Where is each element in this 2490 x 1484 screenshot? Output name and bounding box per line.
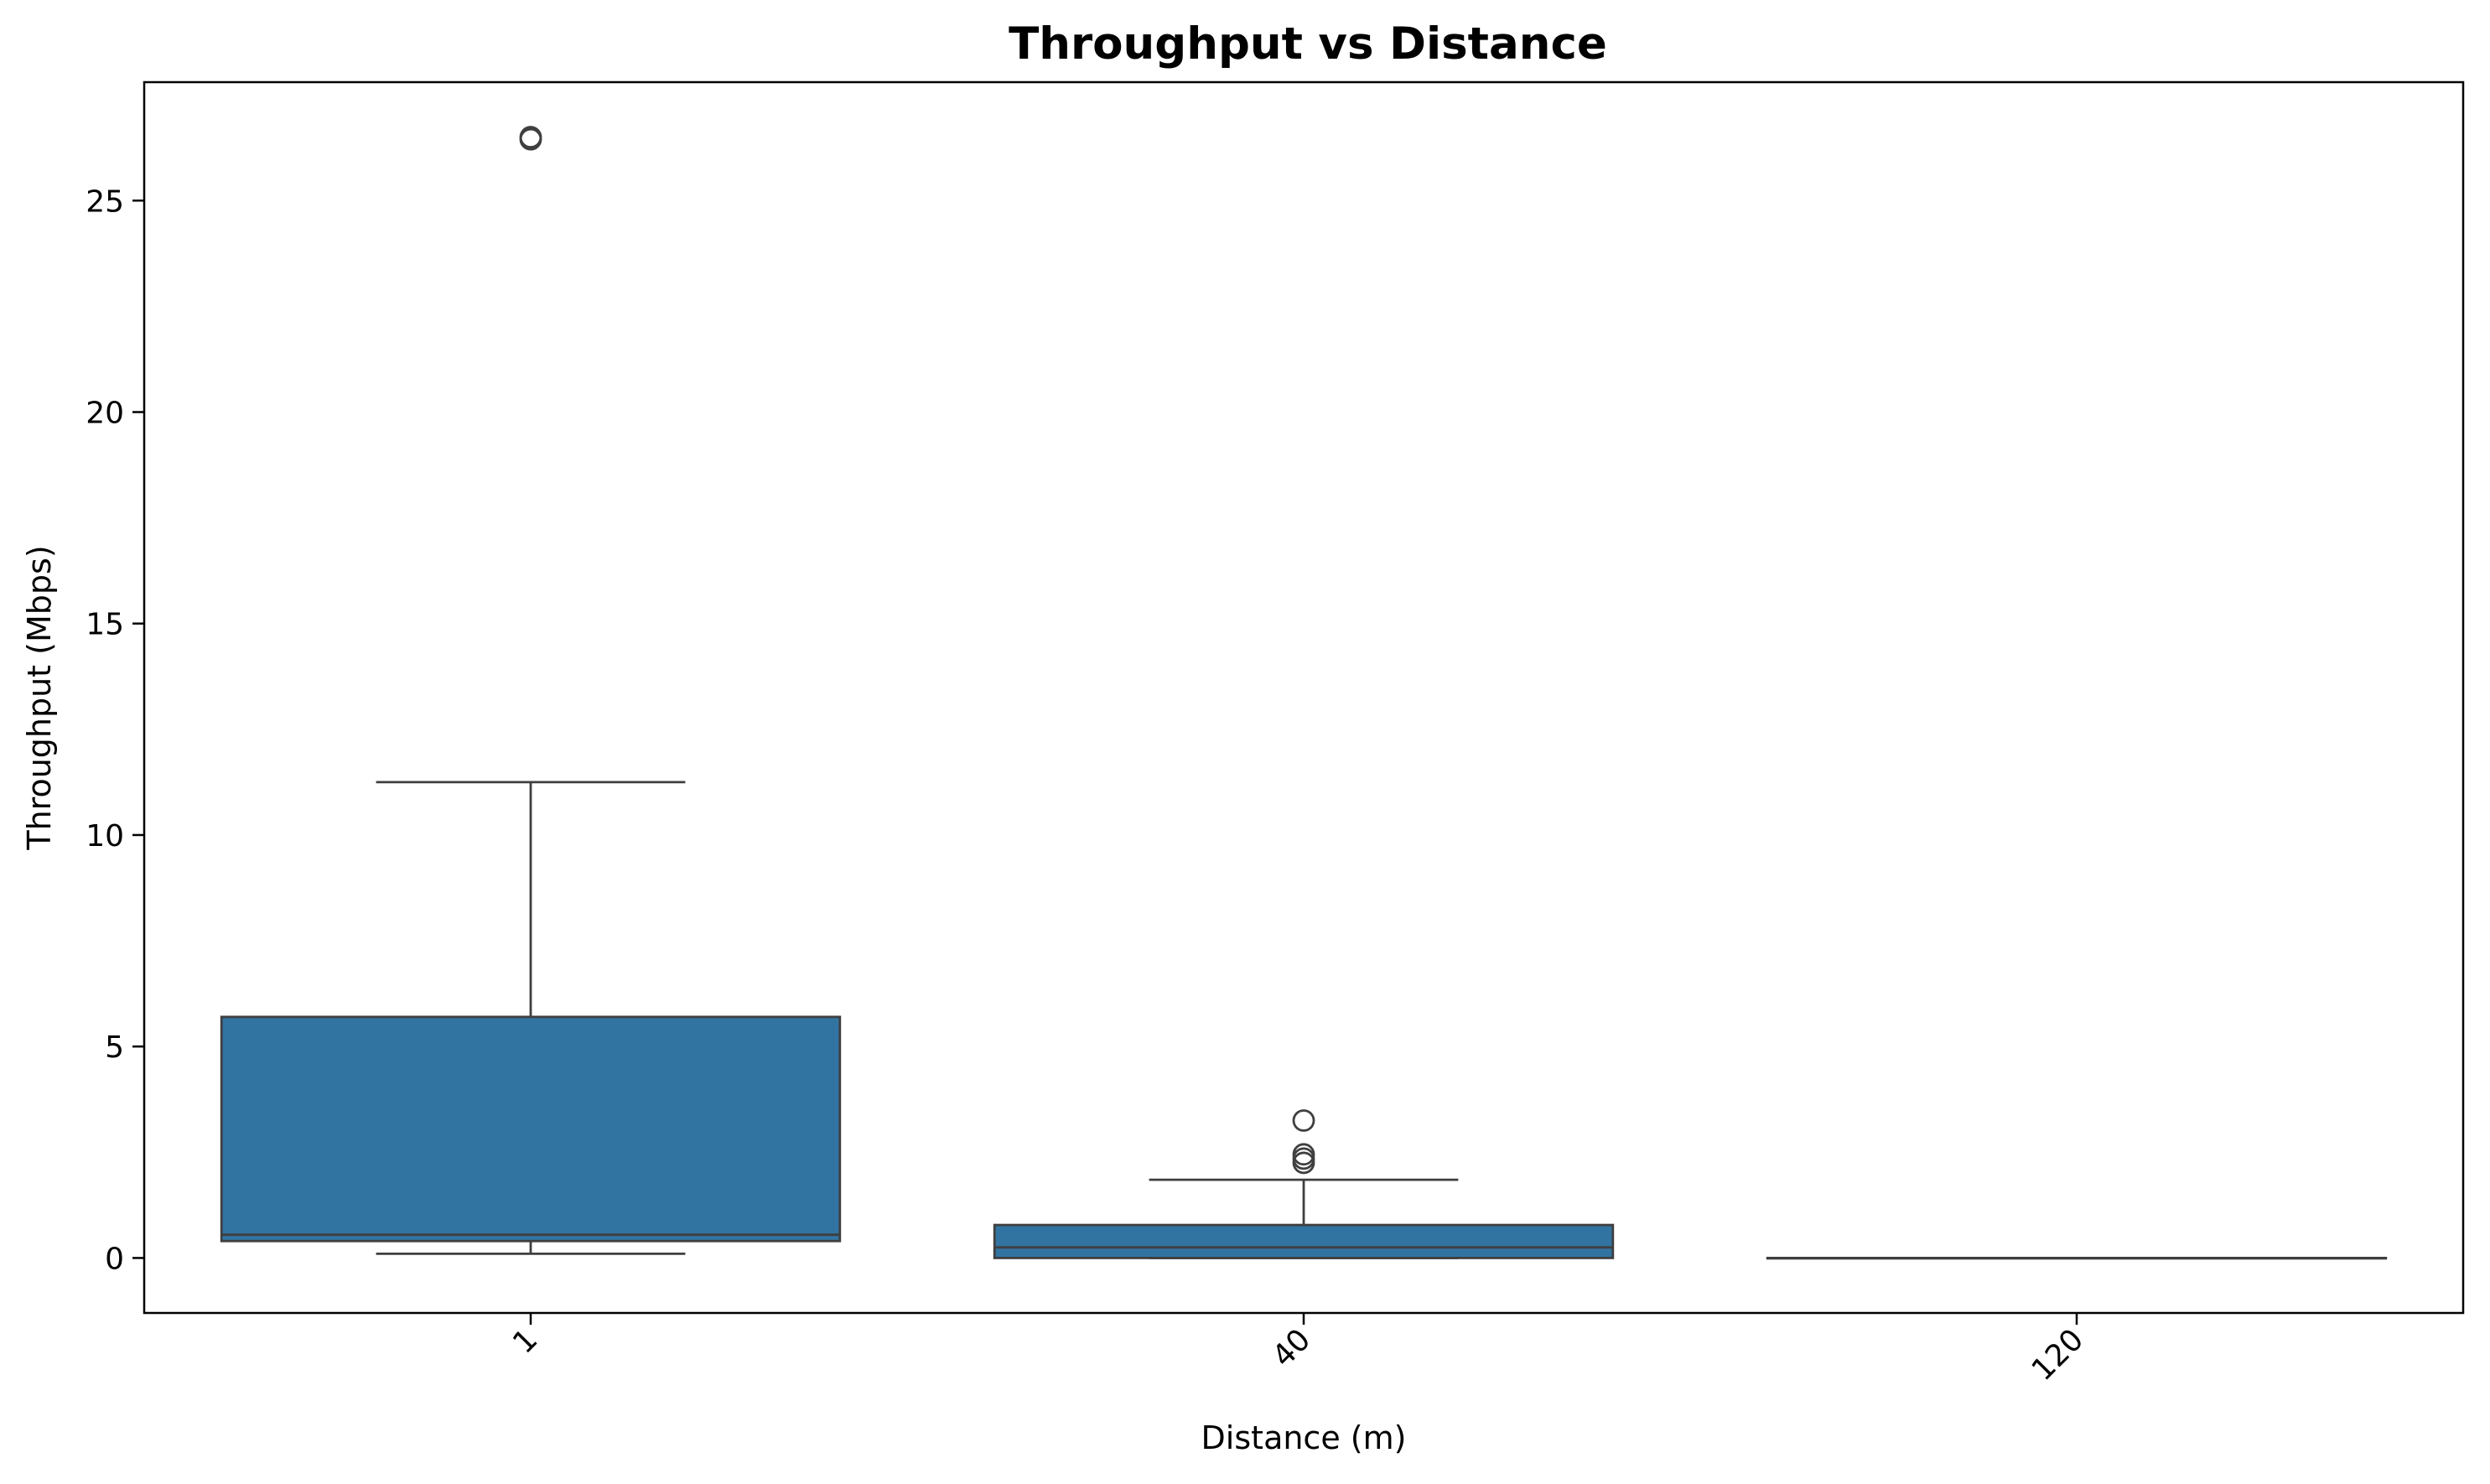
- y-tick-label: 20: [86, 396, 124, 430]
- y-axis-label: Throughput (Mbps): [21, 545, 58, 850]
- y-tick-label: 25: [86, 184, 124, 219]
- y-tick-label: 10: [86, 819, 124, 854]
- chart-title: Throughput vs Distance: [1009, 18, 1607, 70]
- x-axis-label: Distance (m): [1201, 1419, 1407, 1456]
- y-tick-label: 5: [105, 1030, 124, 1065]
- box-iqr: [994, 1225, 1613, 1258]
- box-iqr: [221, 1017, 840, 1241]
- y-tick-label: 0: [105, 1242, 124, 1276]
- y-tick-label: 15: [86, 608, 124, 642]
